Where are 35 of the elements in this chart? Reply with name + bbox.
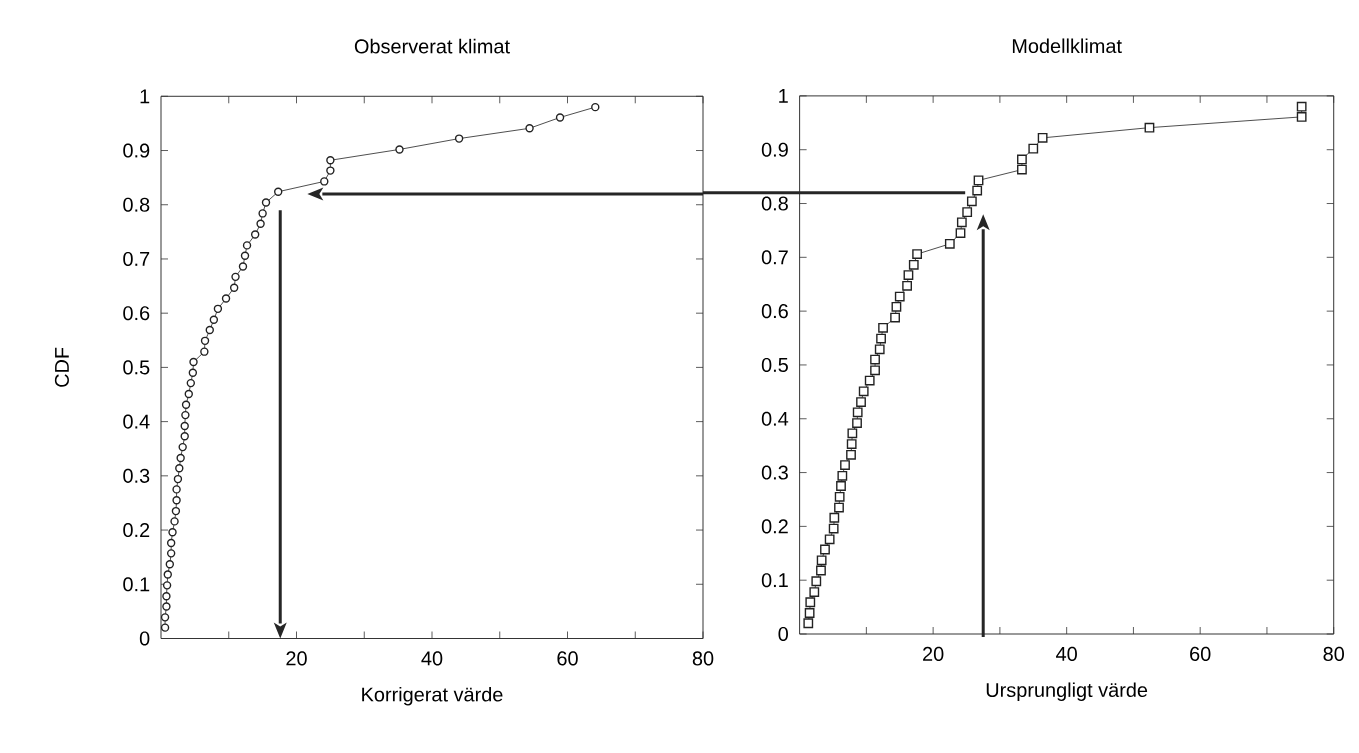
y-tick-label: 0.2	[123, 523, 150, 538]
y-tick-label: 0.1	[123, 577, 150, 592]
x-tick-label: 80	[1323, 646, 1344, 661]
x-axis-title: Korrigerat värde	[362, 686, 503, 706]
y-tick-label: 0.8	[761, 196, 788, 211]
y-tick-label: 0	[778, 626, 788, 642]
y-tick-label: 0.6	[123, 306, 150, 321]
chart-title: Modellklimat	[1012, 38, 1122, 54]
y-tick-label: 0	[139, 631, 150, 646]
x-axis-title: Ursprungligt värde	[986, 682, 1148, 702]
chart-title: Observerat klimat	[354, 38, 510, 54]
y-axis-title: CDF	[54, 347, 69, 387]
y-tick-label: 0.1	[761, 573, 788, 588]
y-tick-label: 1	[140, 89, 150, 104]
y-tick-label: 0.7	[123, 251, 150, 266]
x-tick-label: 80	[692, 651, 714, 666]
y-tick-label: 0.9	[761, 142, 788, 157]
y-tick-label: 0.8	[123, 197, 150, 212]
y-tick-label: 0.5	[123, 360, 150, 375]
y-tick-label: 0.4	[123, 414, 150, 429]
x-tick-label: 60	[1190, 646, 1211, 661]
y-tick-label: 0.5	[761, 357, 788, 372]
x-tick-label: 20	[286, 651, 307, 666]
x-tick-label: 60	[557, 651, 578, 666]
y-tick-label: 0.4	[761, 411, 789, 426]
x-tick-label: 20	[923, 646, 944, 661]
y-tick-label: 0.3	[761, 465, 788, 480]
x-tick-label: 40	[421, 651, 443, 666]
y-tick-label: 0.9	[123, 143, 150, 158]
y-tick-label: 0.3	[123, 468, 150, 483]
x-tick-label: 40	[1056, 646, 1077, 661]
y-tick-label: 1	[779, 89, 788, 103]
y-tick-label: 0.2	[761, 519, 788, 534]
y-tick-label: 0.7	[761, 250, 788, 265]
y-tick-label: 0.6	[761, 304, 788, 319]
